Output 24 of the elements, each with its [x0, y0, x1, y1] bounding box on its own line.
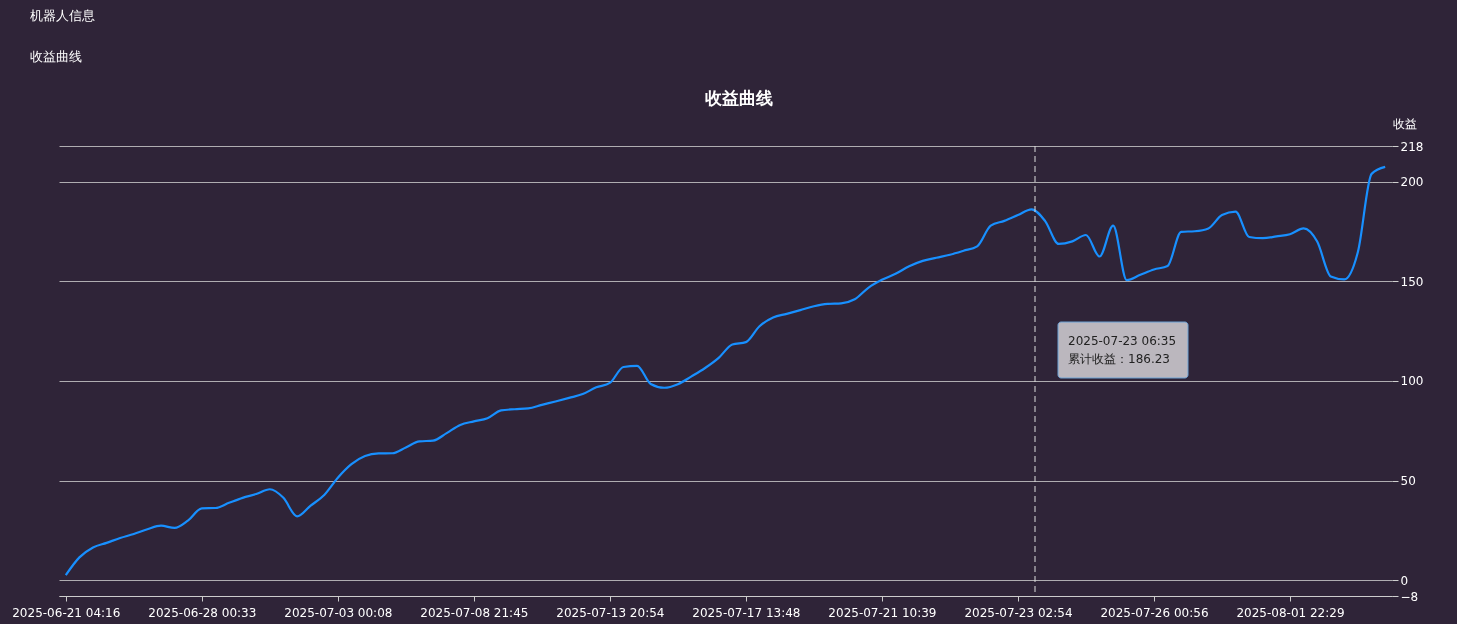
annotation: 累计收益：186.23 — [1068, 352, 1170, 366]
x-tick-label: 2025-07-08 21:45 — [420, 605, 529, 620]
y-tick-label: 200 — [1400, 175, 1424, 190]
x-tick-label: 2025-06-21 04:16 — [12, 605, 121, 620]
text: 机器人信息 — [30, 8, 95, 23]
x-tick-label: 2025-07-03 00:08 — [284, 605, 393, 620]
y-tick-label: 218 — [1400, 139, 1424, 154]
x-tick-label: 2025-07-21 10:39 — [828, 605, 937, 620]
x-tick-label: 2025-07-13 20:54 — [556, 605, 665, 620]
annotation: 2025-07-23 06:35 — [1068, 334, 1177, 348]
y-tick-label: 150 — [1400, 274, 1424, 289]
text: 收益曲线 — [30, 49, 82, 64]
x-tick-label: 2025-06-28 00:33 — [148, 605, 257, 620]
x-tick-label: 2025-07-26 00:56 — [1100, 605, 1209, 620]
x-tick-label: 2025-07-23 02:54 — [964, 605, 1073, 620]
y-axis-title: 收益 — [1392, 116, 1417, 131]
x-tick-label: 2025-07-17 13:48 — [692, 605, 801, 620]
line-series — [64, 165, 1387, 577]
y-tick-label: −8 — [1400, 589, 1419, 604]
x-tick-label: 2025-08-01 22:29 — [1236, 605, 1345, 620]
y-tick-label: 0 — [1400, 573, 1409, 588]
y-tick-label: 100 — [1400, 374, 1424, 389]
y-tick-label: 50 — [1400, 474, 1416, 489]
chart-title: 收益曲线 — [705, 88, 773, 108]
